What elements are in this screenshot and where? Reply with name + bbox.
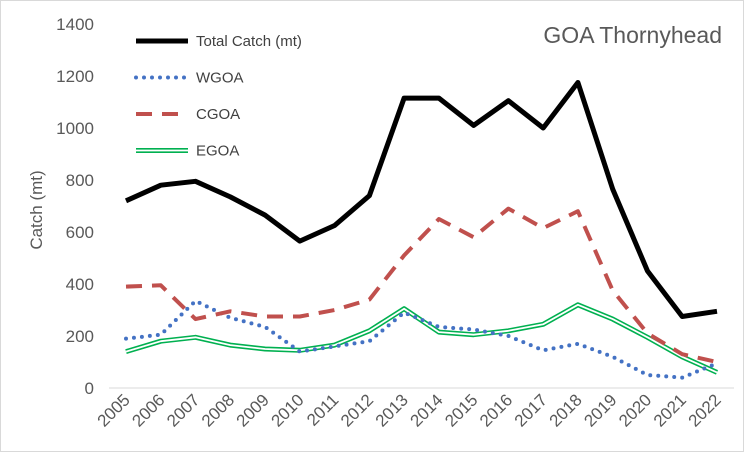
y-tick-labels: 0 200 400 600 800 1000 1200 1400 (56, 15, 94, 398)
y-tick-label: 0 (85, 379, 94, 398)
series-egoa (126, 305, 717, 373)
legend-item: CGOA (136, 106, 240, 123)
y-axis-title: Catch (mt) (27, 170, 46, 249)
x-tick-label: 2014 (407, 390, 447, 430)
x-tick-label: 2010 (267, 390, 307, 430)
x-tick-label: 2019 (580, 390, 620, 430)
legend-label: Total Catch (mt) (196, 33, 302, 50)
x-tick-label: 2020 (615, 390, 655, 430)
chart-title: GOA Thornyhead (543, 22, 722, 48)
x-tick-label: 2008 (198, 390, 238, 430)
legend-label: EGOA (196, 143, 239, 160)
series-line-egoa (126, 305, 717, 373)
x-tick-labels: 2005200620072008200920102011201220132014… (94, 390, 725, 430)
legend-item: Total Catch (mt) (136, 33, 302, 50)
y-tick-label: 1400 (56, 15, 94, 34)
y-tick-label: 1200 (56, 67, 94, 86)
x-tick-label: 2015 (441, 390, 481, 430)
x-tick-label: 2009 (233, 390, 273, 430)
x-tick-label: 2011 (303, 390, 342, 429)
y-tick-label: 1000 (56, 119, 94, 138)
x-tick-label: 2006 (128, 390, 168, 430)
legend-item: EGOA (136, 143, 239, 160)
x-tick-label: 2005 (94, 390, 134, 430)
x-tick-label: 2013 (372, 390, 412, 430)
x-tick-label: 2017 (511, 390, 551, 430)
x-tick-label: 2012 (337, 390, 377, 430)
x-tick-label: 2018 (546, 390, 586, 430)
series-lines (126, 82, 717, 377)
legend-label: CGOA (196, 106, 240, 123)
x-tick-label: 2007 (163, 390, 203, 430)
y-tick-label: 800 (66, 171, 94, 190)
series-line-egoa (126, 305, 717, 373)
legend-label: WGOA (196, 70, 244, 87)
y-tick-label: 600 (66, 223, 94, 242)
y-tick-label: 400 (66, 275, 94, 294)
y-tick-label: 200 (66, 327, 94, 346)
legend: Total Catch (mt) WGOA CGOA EGOA (136, 33, 302, 160)
x-tick-label: 2022 (685, 390, 725, 430)
x-tick-label: 2016 (476, 390, 516, 430)
legend-item: WGOA (136, 70, 244, 87)
x-tick-label: 2021 (650, 390, 690, 430)
